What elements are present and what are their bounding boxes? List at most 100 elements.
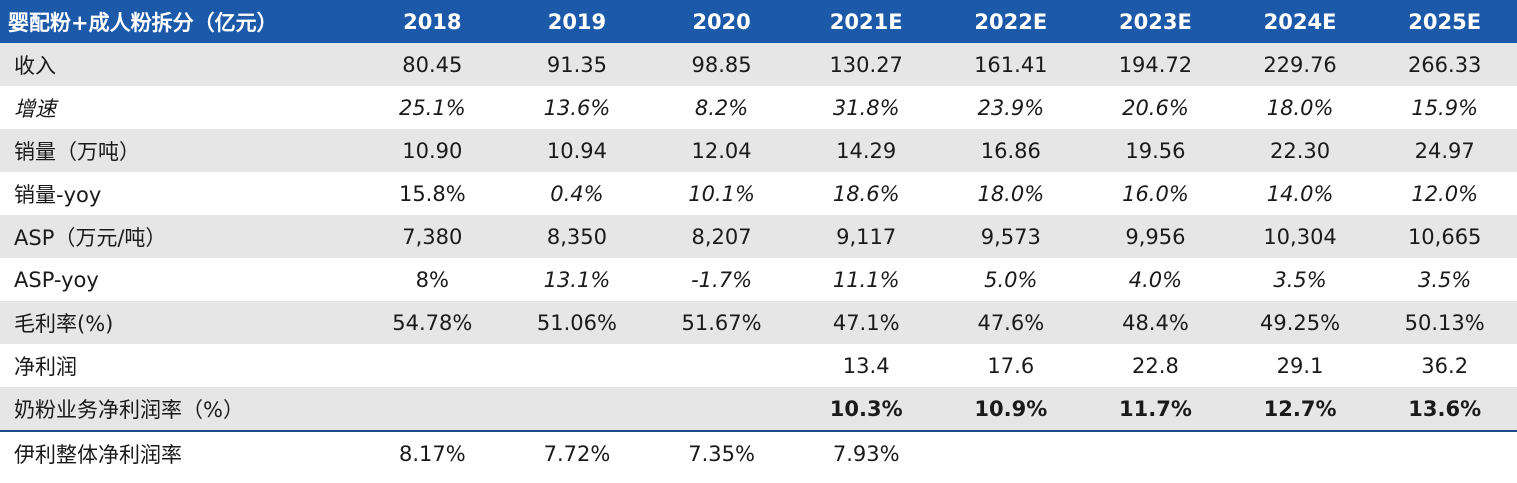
table-cell: 15.8% (360, 172, 505, 215)
table-cell: 98.85 (649, 43, 794, 86)
table-cell: 13.4 (793, 344, 939, 387)
table-cell: 10.1% (649, 172, 794, 215)
table-cell: 266.33 (1372, 43, 1517, 86)
table-cell: 11.1% (793, 258, 939, 301)
table-cell: 10,304 (1227, 215, 1373, 258)
table-cell: 229.76 (1227, 43, 1373, 86)
table-cell: 54.78% (360, 301, 505, 344)
table-row-milk-net-margin: 奶粉业务净利润率（%） 10.3% 10.9% 11.7% 12.7% 13.6… (0, 387, 1517, 432)
table-row-growth: 增速 25.1% 13.6% 8.2% 31.8% 23.9% 20.6% 18… (0, 86, 1517, 129)
row-label: 净利润 (0, 344, 360, 387)
table-cell: 19.56 (1083, 129, 1228, 172)
table-cell: 48.4% (1083, 301, 1228, 344)
table-cell (1372, 431, 1517, 475)
table-cell: 5.0% (938, 258, 1084, 301)
header-cell-label: 婴配粉+成人粉拆分（亿元） (0, 0, 360, 43)
table-cell: 47.6% (938, 301, 1084, 344)
table-cell: 31.8% (793, 86, 939, 129)
table-cell: 18.6% (793, 172, 939, 215)
table-cell: 13.6% (504, 86, 650, 129)
table-cell: 22.30 (1227, 129, 1373, 172)
table-cell: 91.35 (504, 43, 650, 86)
table-cell: 12.0% (1372, 172, 1517, 215)
table-cell: 8% (360, 258, 505, 301)
table-cell: 51.06% (504, 301, 650, 344)
table-cell: 7.93% (793, 431, 939, 475)
table-cell: 8,207 (649, 215, 794, 258)
header-cell-2023e: 2023E (1083, 0, 1228, 43)
table-row-asp-yoy: ASP-yoy 8% 13.1% -1.7% 11.1% 5.0% 4.0% 3… (0, 258, 1517, 301)
table-cell: 49.25% (1227, 301, 1373, 344)
table-row-gross-margin: 毛利率(%) 54.78% 51.06% 51.67% 47.1% 47.6% … (0, 301, 1517, 344)
header-cell-2021e: 2021E (793, 0, 939, 43)
table-cell (649, 387, 794, 432)
table-cell (649, 344, 794, 387)
table-cell (938, 431, 1084, 475)
table-cell: 22.8 (1083, 344, 1228, 387)
table-row-net-profit: 净利润 13.4 17.6 22.8 29.1 36.2 (0, 344, 1517, 387)
table-cell: 10,665 (1372, 215, 1517, 258)
table-cell: 29.1 (1227, 344, 1373, 387)
table-cell: 16.0% (1083, 172, 1228, 215)
table-cell: 16.86 (938, 129, 1084, 172)
table-cell: 13.6% (1372, 387, 1517, 432)
table-cell: 14.0% (1227, 172, 1373, 215)
header-cell-2024e: 2024E (1227, 0, 1373, 43)
table-cell: 3.5% (1227, 258, 1373, 301)
table-cell: 10.3% (793, 387, 939, 432)
table-cell: 3.5% (1372, 258, 1517, 301)
table-row-revenue: 收入 80.45 91.35 98.85 130.27 161.41 194.7… (0, 43, 1517, 86)
table-cell: 9,117 (793, 215, 939, 258)
table-row-volume: 销量（万吨） 10.90 10.94 12.04 14.29 16.86 19.… (0, 129, 1517, 172)
table-cell: 194.72 (1083, 43, 1228, 86)
row-label: ASP-yoy (0, 258, 360, 301)
table-cell: 8.2% (649, 86, 794, 129)
table-cell: 17.6 (938, 344, 1084, 387)
table-cell: 47.1% (793, 301, 939, 344)
table-cell: 7,380 (360, 215, 505, 258)
header-cell-2019: 2019 (504, 0, 650, 43)
table-cell: 130.27 (793, 43, 939, 86)
table-cell (504, 387, 650, 432)
row-label: 伊利整体净利润率 (0, 431, 360, 475)
row-label: 毛利率(%) (0, 301, 360, 344)
table-cell: 50.13% (1372, 301, 1517, 344)
table-cell: 8.17% (360, 431, 505, 475)
table-cell: 18.0% (1227, 86, 1373, 129)
row-label: 收入 (0, 43, 360, 86)
table-cell: 14.29 (793, 129, 939, 172)
table-cell: 10.90 (360, 129, 505, 172)
row-label: 增速 (0, 86, 360, 129)
row-label: ASP（万元/吨） (0, 215, 360, 258)
table-cell: 10.94 (504, 129, 650, 172)
table-cell: 8,350 (504, 215, 650, 258)
table-cell: 24.97 (1372, 129, 1517, 172)
table-cell: 161.41 (938, 43, 1084, 86)
table-cell: 9,573 (938, 215, 1084, 258)
table-cell: 36.2 (1372, 344, 1517, 387)
table-cell: 51.67% (649, 301, 794, 344)
table-cell: 9,956 (1083, 215, 1228, 258)
header-cell-2025e: 2025E (1372, 0, 1517, 43)
header-cell-2020: 2020 (649, 0, 794, 43)
table-cell: 15.9% (1372, 86, 1517, 129)
row-label: 销量-yoy (0, 172, 360, 215)
table-cell: 80.45 (360, 43, 505, 86)
table-cell: 12.04 (649, 129, 794, 172)
row-label: 奶粉业务净利润率（%） (0, 387, 360, 432)
table-row-yili-net-margin: 伊利整体净利润率 8.17% 7.72% 7.35% 7.93% (0, 431, 1517, 475)
table-cell: 0.4% (504, 172, 650, 215)
table-cell (360, 387, 505, 432)
table-cell (504, 344, 650, 387)
table-cell: -1.7% (649, 258, 794, 301)
table-cell: 7.35% (649, 431, 794, 475)
table-row-volume-yoy: 销量-yoy 15.8% 0.4% 10.1% 18.6% 18.0% 16.0… (0, 172, 1517, 215)
table-cell (1083, 431, 1228, 475)
table-cell: 20.6% (1083, 86, 1228, 129)
table-cell: 13.1% (504, 258, 650, 301)
table-cell: 11.7% (1083, 387, 1228, 432)
table-cell: 18.0% (938, 172, 1084, 215)
table-cell: 12.7% (1227, 387, 1373, 432)
header-row: 婴配粉+成人粉拆分（亿元） 2018 2019 2020 2021E 2022E… (0, 0, 1517, 43)
